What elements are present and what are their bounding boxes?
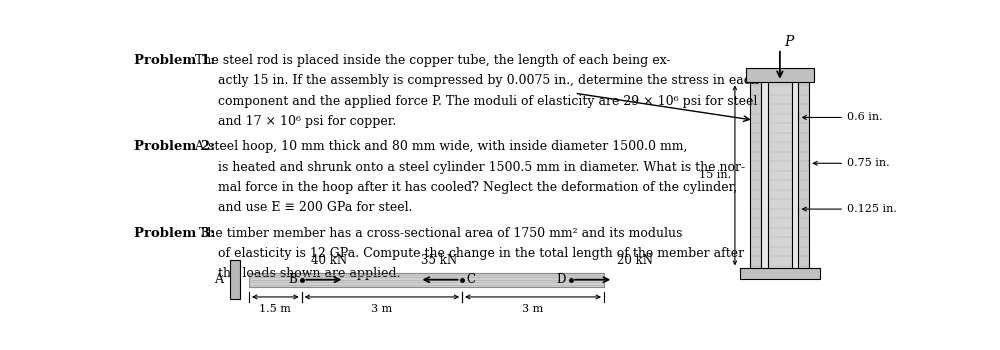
Text: A steel hoop, 10 mm thick and 80 mm wide, with inside diameter 1500.0 mm,: A steel hoop, 10 mm thick and 80 mm wide…	[191, 140, 687, 153]
Text: the loads shown are applied.: the loads shown are applied.	[218, 267, 400, 280]
Bar	[746, 68, 814, 83]
Text: 20 kN: 20 kN	[617, 254, 653, 267]
Text: mal force in the hoop after it has cooleď? Neglect the deformation of the cylind: mal force in the hoop after it has coole…	[218, 181, 737, 194]
Bar	[792, 83, 798, 268]
Text: 15 in.: 15 in.	[699, 170, 731, 180]
Text: 0.125 in.: 0.125 in.	[847, 204, 896, 214]
Text: and use E ≡ 200 GPa for steel.: and use E ≡ 200 GPa for steel.	[218, 201, 413, 214]
Text: P: P	[785, 35, 794, 49]
Bar	[230, 260, 240, 299]
Text: The steel rod is placed inside the copper tube, the length of each being ex-: The steel rod is placed inside the coppe…	[191, 54, 670, 67]
Text: The timber member has a cross-sectional area of 1750 mm² and its modulus: The timber member has a cross-sectional …	[191, 226, 682, 240]
Text: 40 kN: 40 kN	[311, 254, 347, 267]
Text: 0.75 in.: 0.75 in.	[847, 158, 889, 168]
Bar	[249, 273, 604, 287]
Bar	[768, 83, 792, 268]
Text: and 17 × 10⁶ psi for copper.: and 17 × 10⁶ psi for copper.	[218, 115, 396, 128]
Bar	[798, 83, 809, 268]
Text: actly 15 in. If the assembly is compressed by 0.0075 in., determine the stress i: actly 15 in. If the assembly is compress…	[218, 74, 759, 88]
Text: is heated and shrunk onto a steel cylinder 1500.5 mm in diameter. What is the no: is heated and shrunk onto a steel cylind…	[218, 161, 745, 174]
Text: Problem 1:: Problem 1:	[134, 54, 215, 67]
Bar	[740, 268, 820, 279]
Text: C: C	[467, 273, 476, 286]
Text: Problem 3:: Problem 3:	[134, 226, 215, 240]
Text: 3 m: 3 m	[522, 304, 544, 315]
Text: of elasticity is 12 GPa. Compute the change in the total length of the member af: of elasticity is 12 GPa. Compute the cha…	[218, 247, 744, 260]
Text: Problem 2:: Problem 2:	[134, 140, 215, 153]
Text: 35 kN: 35 kN	[421, 254, 457, 267]
Bar	[761, 83, 768, 268]
Text: component and the applied force P. The moduli of elasticity are 29 × 10⁶ psi for: component and the applied force P. The m…	[218, 94, 757, 107]
Text: D: D	[557, 273, 566, 286]
Text: B: B	[288, 273, 297, 286]
Text: 1.5 m: 1.5 m	[259, 304, 291, 315]
Text: A: A	[214, 273, 223, 286]
Text: 0.6 in.: 0.6 in.	[847, 112, 882, 122]
Bar	[750, 83, 761, 268]
Text: 3 m: 3 m	[371, 304, 393, 315]
